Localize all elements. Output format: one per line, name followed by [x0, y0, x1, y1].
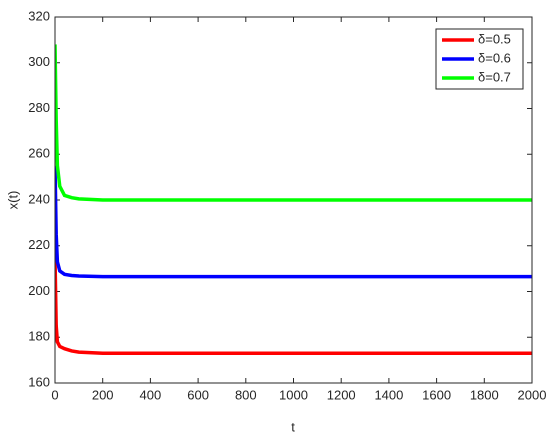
- legend-label: δ=0.5: [478, 31, 511, 46]
- legend-label: δ=0.6: [478, 50, 511, 65]
- line: [55, 257, 532, 356]
- y-tick-label: 240: [28, 191, 50, 206]
- axes-box: [54, 16, 533, 384]
- y-tick-label: 320: [28, 8, 50, 23]
- y-tick-label: 180: [28, 329, 50, 344]
- y-tick-label: 260: [28, 146, 50, 161]
- x-tick-label: 1000: [279, 387, 308, 402]
- y-tick-label: 300: [28, 54, 50, 69]
- x-tick-label: 0: [51, 387, 58, 402]
- x-tick-label: 1200: [327, 387, 356, 402]
- x-tick-label: 1400: [374, 387, 403, 402]
- y-tick-label: 160: [28, 374, 50, 389]
- y-tick-label: 280: [28, 100, 50, 115]
- y-tick-label: 200: [28, 283, 50, 298]
- x-tick-label: 1800: [470, 387, 499, 402]
- x-tick-label: 400: [140, 387, 162, 402]
- y-tick-label: 220: [28, 237, 50, 252]
- x-tick-label: 800: [235, 387, 257, 402]
- x-tick-label: 2000: [518, 387, 547, 402]
- x-tick-label: 200: [92, 387, 114, 402]
- x-tick-label: 1600: [422, 387, 451, 402]
- legend-label: δ=0.7: [478, 69, 511, 84]
- line: [55, 165, 532, 279]
- x-axis-label: t: [291, 419, 295, 434]
- line: [55, 44, 532, 202]
- y-axis-label: x(t): [5, 191, 20, 210]
- x-tick-label: 600: [187, 387, 209, 402]
